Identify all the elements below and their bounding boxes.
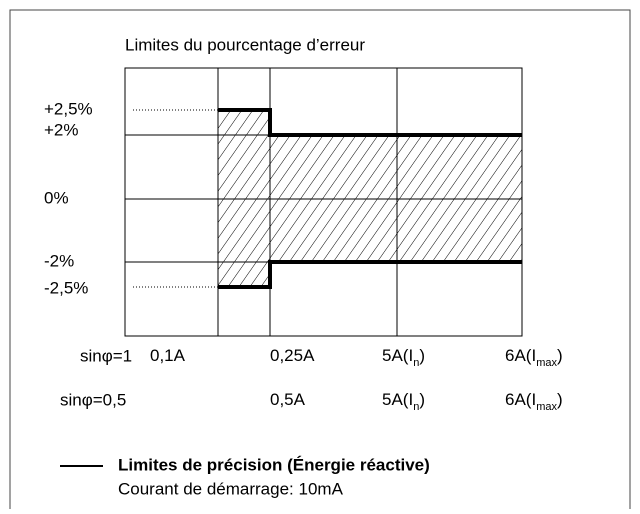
x-label-part: 5A(I xyxy=(382,390,413,409)
x-label: 6A(Imax) xyxy=(505,390,563,412)
x-label-part: ) xyxy=(419,390,425,409)
x-label-part: 6A(I xyxy=(505,346,536,365)
title: Limites du pourcentage d’erreur xyxy=(125,35,365,54)
x-label-part: 0,1A xyxy=(150,346,186,365)
legend-note: Courant de démarrage: 10mA xyxy=(118,479,344,498)
x-label: 6A(Imax) xyxy=(505,346,563,368)
y-label: -2,5% xyxy=(44,278,88,297)
subscript: n xyxy=(413,401,419,413)
legend-label: Limites de précision (Énergie réactive) xyxy=(118,455,430,474)
row-label: sinφ=1 xyxy=(80,346,132,365)
x-label: 5A(In) xyxy=(382,346,425,368)
row-label: sinφ=0,5 xyxy=(60,390,126,409)
x-label: 0,25A xyxy=(270,346,315,365)
x-label-part: 0,25A xyxy=(270,346,315,365)
hatched-area xyxy=(218,110,522,287)
x-label-part: 6A(I xyxy=(505,390,536,409)
x-label-part: ) xyxy=(557,346,563,365)
subscript: max xyxy=(536,357,557,369)
y-label: +2,5% xyxy=(44,99,93,118)
x-label: 0,1A xyxy=(150,346,186,365)
y-label: 0% xyxy=(44,188,69,207)
y-label: +2% xyxy=(44,120,79,139)
x-row: 0,1A 0,25A 5A(In) 6A(Imax) xyxy=(150,346,563,368)
subscript: n xyxy=(413,357,419,369)
frame xyxy=(9,9,631,509)
y-label: -2% xyxy=(44,251,74,270)
x-label: 0,5A xyxy=(270,390,306,409)
x-label-part: 5A(I xyxy=(382,346,413,365)
x-label-part: ) xyxy=(419,346,425,365)
subscript: max xyxy=(536,401,557,413)
limit-line xyxy=(218,108,522,289)
x-label: 5A(In) xyxy=(382,390,425,412)
plot xyxy=(124,67,523,337)
x-label-part: 0,5A xyxy=(270,390,306,409)
x-row: 0,5A 5A(In) 6A(Imax) xyxy=(270,390,563,412)
x-label-part: ) xyxy=(557,390,563,409)
